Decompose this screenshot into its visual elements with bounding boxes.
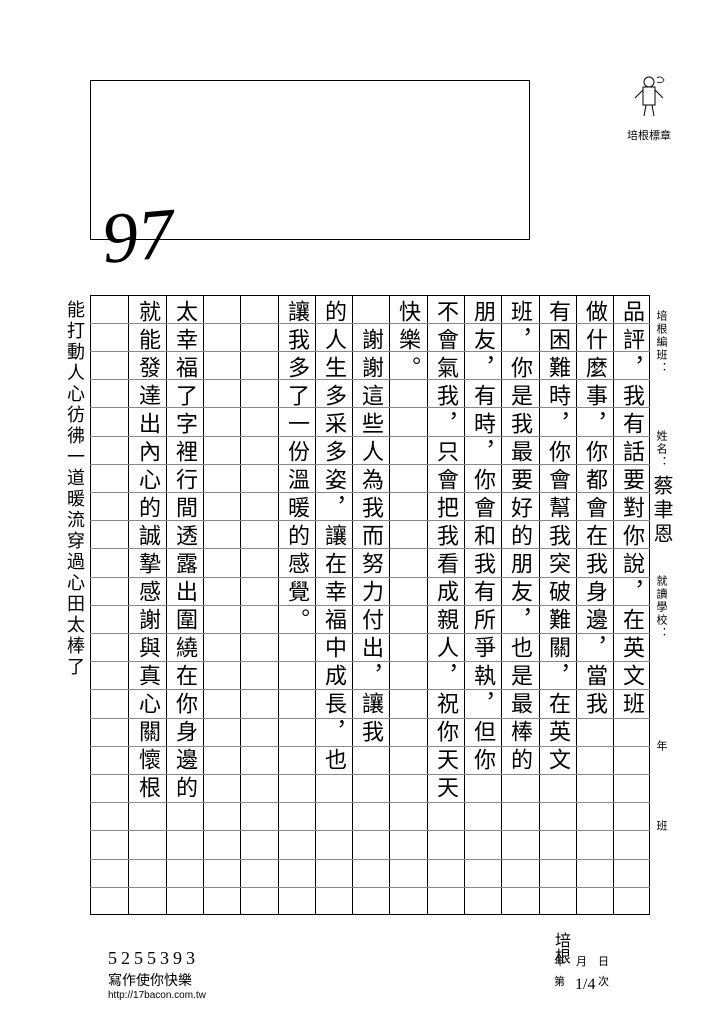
col-11: 太幸福了字裡行間透露出圍繞在你身邊的 — [174, 296, 196, 804]
col-7: 快樂。 — [397, 296, 419, 384]
col-9: 的人生多采多姿，讓在幸福中成長，也 — [323, 296, 345, 776]
footer-block: 5255393 寫作使你快樂 http://17bacon.com.tw — [108, 947, 206, 1002]
col-8: 謝謝這些人為我而努力付出，讓我 — [360, 296, 382, 748]
label-grade: 年 — [653, 740, 669, 753]
col-5: 朋友，有時，你會和我有所爭執，但你 — [472, 296, 494, 776]
label-classno: 班 — [653, 820, 669, 833]
footer-seq-label: 第 次 — [554, 973, 609, 989]
col-10: 讓我多了一份溫暖的感覺。 — [286, 296, 308, 636]
label-name: 姓名： — [653, 430, 669, 469]
col-4: 班，你是我最要好的朋友，也是最棒的 — [509, 296, 531, 776]
col-12: 就能發達出內心的誠摯感謝與真心關懷根 — [137, 296, 159, 804]
footer-date-label: 年 月 日 — [554, 953, 609, 969]
footer-number: 5255393 — [108, 947, 206, 970]
col-1: 品評，我有話要對你說，在英文班 — [621, 296, 643, 720]
footer-url: http://17bacon.com.tw — [108, 989, 206, 1002]
col-2: 做什麼事，你都會在我身邊，當我 — [584, 296, 606, 720]
student-name: 蔡聿恩 — [647, 475, 676, 547]
footer-slogan: 寫作使你快樂 — [108, 971, 206, 989]
col-6: 不會氣我，只會把我看成親人，祝你天天 — [435, 296, 457, 804]
label-class: 培根編班： — [653, 310, 669, 375]
score-mark: 97 — [99, 192, 178, 281]
logo-caption: 培根標章 — [624, 127, 674, 143]
writing-grid: 品評，我有話要對你說，在英文班 做什麼事，你都會在我身邊，當我 有困難時，你會幫… — [90, 295, 650, 915]
logo-badge: 培根標章 — [624, 70, 674, 143]
col-3: 有困難時，你會幫我突破難關，在英文 — [547, 296, 569, 776]
logo-icon — [629, 70, 669, 120]
teacher-annotation: 能打動人心彷彿一道暖流穿過心田太棒了 — [62, 300, 88, 678]
label-school: 就讀學校： — [653, 575, 669, 640]
